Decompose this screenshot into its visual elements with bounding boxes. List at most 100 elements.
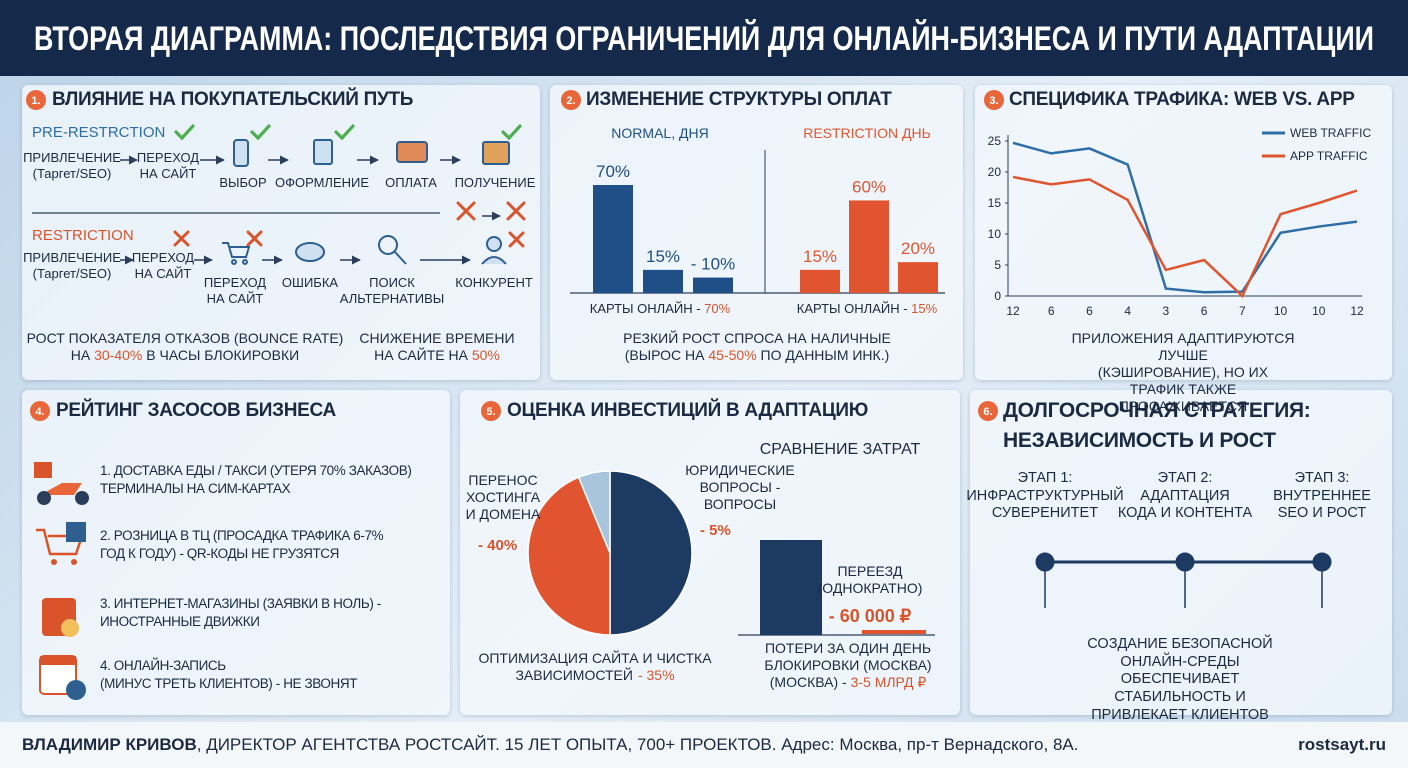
chart-title: СРАВНЕНИЕ ЗАТРАТ [759, 441, 921, 458]
pie-slice [527, 476, 611, 636]
ranking-item: 4. ОНЛАЙН-ЗАПИСЬ (МИНУС ТРЕТЬ КЛИЕНТОВ) … [100, 658, 358, 692]
caption: РЕЗКИЙ РОСТ СПРОСА НА НАЛИЧНЫЕ (ВЫРОС НА… [623, 330, 891, 364]
pie-value: - 35% [637, 667, 675, 684]
caption-part: ПО ДАННЫМ ИНК.) [756, 347, 890, 364]
pie-label: ОПТИМИЗАЦИЯ САЙТА И ЧИСТКА ЗАВИСИМОСТЕЙ -… [478, 650, 711, 684]
panel-strategy [970, 390, 1392, 715]
step: ПРИВЛЕЧЕНИЕ (Таргет/SEO) [23, 150, 121, 181]
step: ПОЛУЧЕНИЕ [454, 175, 536, 190]
step: ПЕРЕХОД НА САЙТ [131, 250, 195, 281]
check-marks [174, 124, 522, 141]
badges [26, 90, 1004, 421]
cross-marks [173, 201, 526, 248]
bar [693, 277, 733, 293]
step: ПЕРЕХОД НА САЙТ [136, 150, 200, 181]
panel-title: СПЕЦИФИКА ТРАФИКА: WEB VS. APP [1009, 89, 1355, 110]
value-label: 15% [646, 247, 680, 266]
chart-subtitle: NORMAL, ДНЯ [611, 125, 709, 141]
badge-number: 1. [31, 95, 40, 107]
badge-number: 3. [989, 95, 998, 107]
value-label: - 60 000 ₽ [828, 606, 912, 626]
x-tick-label: 4 [1124, 304, 1131, 318]
value-label: 60% [852, 177, 886, 196]
pie-slice [577, 470, 611, 554]
pie-label: ПЕРЕНОС ХОСТИНГА И ДОМЕНА [466, 472, 541, 523]
caption-part: РЕЗКИЙ РОСТ СПРОСА НА НАЛИЧНЫЕ (ВЫРОС НА [623, 330, 891, 364]
badge-number: 6. [983, 406, 992, 418]
step: ПЕРЕХОД НА САЙТ [203, 275, 267, 306]
site: rostsayt.ru [1298, 735, 1386, 754]
author-info: , ДИРЕКТОР АГЕНТСТВА РОСТСАЙТ. 15 ЛЕТ ОП… [196, 735, 1079, 754]
pie-label: ЮРИДИЧЕСКИЕ ВОПРОСЫ - ВОПРОСЫ [685, 462, 794, 513]
time-note: СНИЖЕНИЕ ВРЕМЕНИ НА САЙТЕ НА 50% [359, 330, 514, 364]
chart-subtitle: RESTRICTION ДНЬ [803, 125, 931, 141]
x-tick-label: 3 [1163, 304, 1170, 318]
journey-arrows [120, 155, 501, 265]
value-label: - 10% [691, 255, 735, 274]
panel-title: ДОЛГОСРОЧНАЯ СТРАТЕГИЯ: НЕЗАВИСИМОСТЬ И … [1003, 399, 1311, 452]
x-tick-label: 6 [1048, 304, 1055, 318]
x-tick-label: 7 [1239, 304, 1246, 318]
footnote-part: КАРТЫ ОНЛАЙН - [589, 301, 705, 316]
legend-label: WEB TRAFFIC [1290, 126, 1371, 140]
y-tick-label: 5 [994, 258, 1001, 272]
pie-value: - 40% [478, 537, 518, 554]
badge-number: 2. [566, 95, 575, 107]
x-tick-label: 12 [1006, 304, 1020, 318]
bar [643, 269, 683, 293]
footnote: КАРТЫ ОНЛАЙН - 15% [797, 301, 937, 317]
y-tick-label: 10 [988, 227, 1002, 241]
footnote-part: КАРТЫ ОНЛАЙН - [796, 301, 912, 316]
bounce-note-part: 30-40% [94, 347, 143, 364]
footer: ВЛАДИМИР КРИВОВ, ДИРЕКТОР АГЕНТСТВА РОСТ… [0, 722, 1408, 768]
panel-journey [22, 85, 540, 380]
line-series [1012, 141, 1358, 294]
badge-number: 5. [486, 406, 495, 418]
x-tick-label: 6 [1086, 304, 1093, 318]
stage: ЭТАП 2: АДАПТАЦИЯ КОДА И КОНТЕНТА [1117, 470, 1253, 522]
panel-title: РЕЙТИНГ ЗАСОСОВ БИЗНЕСА [56, 400, 336, 421]
bar [760, 540, 822, 635]
ranking-icons [34, 462, 89, 700]
x-tick-label: 10 [1312, 304, 1326, 318]
time-note-part: 50% [471, 347, 500, 364]
bounce-note: РОСТ ПОКАЗАТЕЛЯ ОТКАЗОВ (BOUNCE RATE) НА… [27, 330, 344, 364]
caption: ПРИЛОЖЕНИЯ АДАПТИРУЮТСЯ ЛУЧШЕ (КЭШИРОВАН… [1071, 330, 1295, 415]
bar-label: ПЕРЕЕЗД (ОДНОКРАТНО) [817, 563, 923, 597]
x-tick-label: 6 [1201, 304, 1208, 318]
badge-number: 4. [35, 406, 44, 418]
author-name: ВЛАДИМИР КРИВОВ [22, 735, 197, 754]
footer-author: ВЛАДИМИР КРИВОВ, ДИРЕКТОР АГЕНТСТВА РОСТ… [22, 735, 1078, 755]
pie-category: ОПТИМИЗАЦИЯ САЙТА И ЧИСТКА ЗАВИСИМОСТЕЙ [478, 650, 712, 684]
step: ПРИВЛЕЧЕНИЕ (Таргет/SEO) [23, 250, 121, 281]
step: ОПЛАТА [385, 175, 437, 190]
value-label: 20% [901, 239, 935, 258]
panel-ranking [22, 390, 450, 715]
bar [593, 185, 633, 293]
y-tick-label: 25 [988, 134, 1002, 148]
stage-label: RESTRICTION [32, 227, 134, 244]
bar [800, 269, 840, 293]
stage-label: PRE-RESTRCTION [32, 124, 166, 141]
losses-note-part: ПОТЕРИ ЗА ОДИН ДЕНЬ БЛОКИРОВКИ (МОСКВА) … [764, 640, 932, 691]
timeline [1035, 552, 1332, 608]
pie-value: - 5% [700, 522, 731, 539]
panel-title: ВЛИЯНИЕ НА ПОКУПАТЕЛЬСКИЙ ПУТЬ [52, 89, 414, 110]
x-tick-label: 12 [1350, 304, 1364, 318]
pie-slice [609, 470, 693, 636]
x-tick-label: 10 [1274, 304, 1288, 318]
journey-icons [222, 139, 510, 265]
time-note-part: СНИЖЕНИЕ ВРЕМЕНИ НА САЙТЕ НА [359, 330, 515, 364]
step: КОНКУРЕНТ [455, 275, 533, 290]
step: ПОИСК АЛЬТЕРНАТИВЫ [339, 275, 445, 306]
footnote: КАРТЫ ОНЛАЙН - 70% [590, 301, 730, 317]
panel-title: ОЦЕНКА ИНВЕСТИЦИЙ В АДАПТАЦИЮ [507, 400, 869, 421]
bar [849, 200, 889, 293]
value-label: 15% [803, 247, 837, 266]
header-bar [0, 0, 1408, 76]
step: ОФОРМЛЕНИЕ [274, 175, 370, 190]
ranking-item: 1. ДОСТАВКА ЕДЫ / ТАКСИ (УТЕРЯ 70% ЗАКАЗ… [100, 463, 412, 497]
footnote-part: 70% [704, 301, 731, 316]
